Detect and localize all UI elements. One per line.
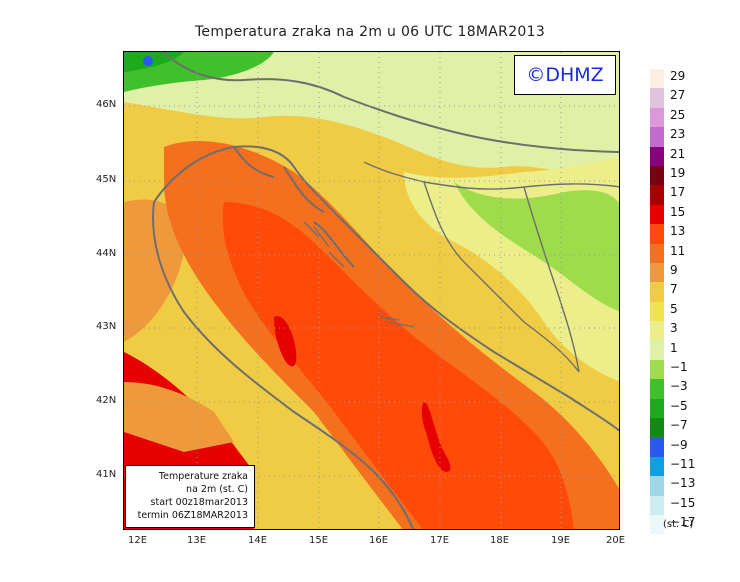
cool-region-east bbox=[454, 182, 619, 312]
legend-label: 3 bbox=[670, 321, 678, 336]
legend-swatch bbox=[650, 165, 664, 186]
lon-label-19e: 19E bbox=[551, 535, 571, 546]
cool-band-north bbox=[124, 52, 619, 175]
legend-label: 1 bbox=[670, 340, 678, 355]
lon-label-16e: 16E bbox=[369, 535, 389, 546]
legend-label: 17 bbox=[670, 185, 686, 200]
legend-swatch bbox=[650, 514, 664, 535]
legend-label: 7 bbox=[670, 282, 678, 297]
legend-swatch bbox=[650, 418, 664, 438]
legend-swatch bbox=[650, 437, 664, 457]
legend-swatch bbox=[650, 301, 664, 322]
legend-label: −1 bbox=[670, 360, 688, 374]
legend-label: 29 bbox=[670, 69, 686, 83]
map-title: Temperatura zraka na 2m u 06 UTC 18MAR20… bbox=[194, 24, 546, 40]
legend-swatch bbox=[650, 127, 664, 147]
warm-region-italy-south bbox=[124, 382, 234, 452]
lon-label-17e: 17E bbox=[430, 535, 450, 546]
lat-label-45n: 45N bbox=[96, 174, 117, 185]
legend-swatch bbox=[650, 107, 664, 128]
legend-unit: (st. C) bbox=[663, 519, 694, 530]
legend-label: 15 bbox=[670, 204, 686, 219]
legend-label: −3 bbox=[670, 379, 688, 394]
lon-label-18e: 18E bbox=[490, 535, 510, 546]
legend-swatch bbox=[650, 476, 664, 496]
lat-label-46n: 46N bbox=[96, 99, 117, 110]
legend-swatch bbox=[650, 224, 664, 244]
lon-label-12e: 12E bbox=[128, 535, 148, 546]
lat-label-41n: 41N bbox=[96, 469, 117, 480]
lon-label-15e: 15E bbox=[309, 535, 329, 546]
hot-spot-central bbox=[274, 316, 297, 367]
lon-label-20e: 20E bbox=[606, 535, 626, 546]
legend-swatch bbox=[650, 282, 664, 302]
dhmz-logo: ©DHMZ bbox=[514, 55, 616, 95]
legend-swatch bbox=[650, 88, 664, 108]
lat-label-42n: 42N bbox=[96, 395, 117, 406]
legend-label: −5 bbox=[670, 398, 688, 413]
legend-label: −17 bbox=[670, 515, 696, 530]
lon-label-13e: 13E bbox=[187, 535, 207, 546]
legend-label: 25 bbox=[670, 107, 686, 122]
hot-spot-south bbox=[421, 402, 451, 472]
warm-region-italy bbox=[124, 199, 186, 342]
legend-label: −13 bbox=[670, 476, 696, 491]
info-line-4: termin 06Z18MAR2013 bbox=[137, 510, 248, 521]
legend-label: −7 bbox=[670, 418, 688, 433]
legend-label: 23 bbox=[670, 127, 686, 142]
legend-label: 21 bbox=[670, 146, 686, 161]
legend-swatch bbox=[650, 398, 664, 419]
legend-label: −15 bbox=[670, 495, 696, 510]
info-box: Temperature zraka na 2m (st. C) start 00… bbox=[125, 465, 255, 528]
legend-swatch bbox=[650, 456, 664, 477]
legend-label: −9 bbox=[670, 437, 688, 452]
legend-swatch bbox=[650, 262, 664, 283]
legend-swatch bbox=[650, 340, 664, 360]
legend-swatch bbox=[650, 204, 664, 225]
temperature-map: ©DHMZ Temperature zraka na 2m (st. C) st… bbox=[123, 51, 620, 530]
info-line-2: na 2m (st. C) bbox=[186, 484, 248, 495]
legend-swatch bbox=[650, 69, 664, 89]
legend-swatch bbox=[650, 185, 664, 205]
color-legend bbox=[650, 69, 664, 535]
legend-swatch bbox=[650, 243, 664, 263]
info-line-3: start 00z18mar2013 bbox=[150, 497, 248, 508]
legend-swatch bbox=[650, 359, 664, 380]
legend-label: 27 bbox=[670, 88, 686, 103]
lon-label-14e: 14E bbox=[248, 535, 268, 546]
legend-swatch bbox=[650, 146, 664, 166]
coastline bbox=[152, 52, 619, 529]
legend-label: 11 bbox=[670, 243, 686, 258]
legend-label: 5 bbox=[670, 301, 678, 316]
borders bbox=[363, 161, 619, 373]
lat-label-43n: 43N bbox=[96, 321, 117, 332]
legend-label: 13 bbox=[670, 224, 686, 239]
legend-swatch bbox=[650, 379, 664, 399]
legend-label: 9 bbox=[670, 263, 678, 277]
temperature-field bbox=[124, 52, 619, 529]
islands bbox=[303, 221, 415, 328]
lat-label-44n: 44N bbox=[96, 248, 117, 259]
legend-label: −11 bbox=[670, 457, 696, 471]
legend-swatch bbox=[650, 321, 664, 341]
legend-label: 19 bbox=[670, 166, 686, 180]
info-line-1: Temperature zraka bbox=[158, 471, 248, 482]
coldest-spot bbox=[143, 56, 153, 66]
adriatic-hot-sea bbox=[222, 202, 574, 529]
legend-swatch bbox=[650, 495, 664, 515]
